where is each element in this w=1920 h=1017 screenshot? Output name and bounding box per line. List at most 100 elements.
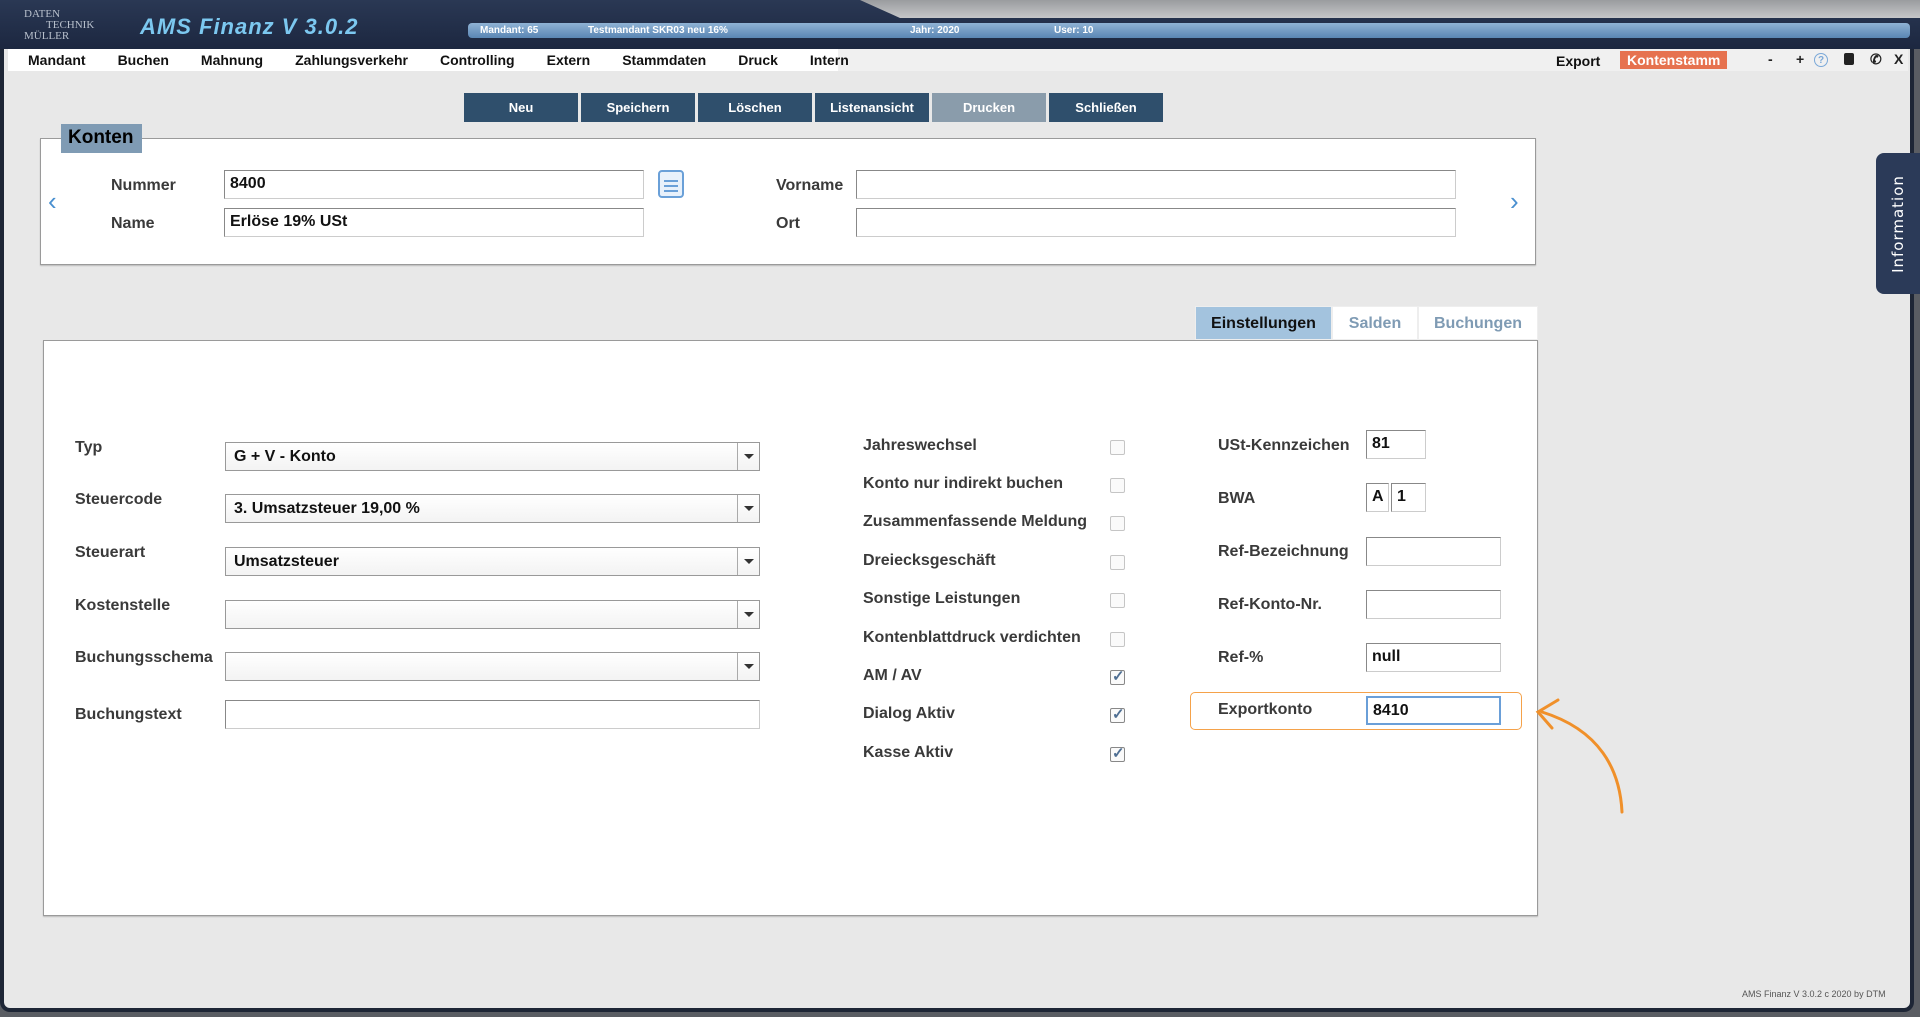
chevron-down-icon[interactable] xyxy=(737,548,759,575)
checkbox-label: Sonstige Leistungen xyxy=(863,590,1021,607)
checkbox[interactable] xyxy=(1110,632,1125,647)
exportkonto-input[interactable]: 8410 xyxy=(1366,696,1501,725)
buchungsschema-label: Buchungsschema xyxy=(75,649,213,666)
exportkonto-label: Exportkonto xyxy=(1218,701,1313,718)
checkbox-label: Dreiecksgeschäft xyxy=(863,552,996,569)
tab-einstellungen[interactable]: Einstellungen xyxy=(1195,306,1332,340)
lschen-button[interactable]: Löschen xyxy=(698,93,812,122)
menu-controlling[interactable]: Controlling xyxy=(439,52,515,68)
speichern-button[interactable]: Speichern xyxy=(581,93,695,122)
steuerart-value: Umsatzsteuer xyxy=(234,553,339,570)
bwa-label: BWA xyxy=(1218,490,1256,507)
footer-copyright: AMS Finanz V 3.0.2 c 2020 by DTM xyxy=(1742,989,1886,999)
ref-bezeichnung-label: Ref-Bezeichnung xyxy=(1218,543,1349,560)
notes-icon[interactable] xyxy=(1844,53,1854,65)
checkbox[interactable] xyxy=(1110,593,1125,608)
close-icon[interactable]: X xyxy=(1894,51,1904,67)
app-title: AMS Finanz V 3.0.2 xyxy=(140,14,359,39)
kostenstelle-select[interactable] xyxy=(225,600,760,629)
previous-record-button[interactable]: ‹ xyxy=(48,186,57,216)
menu-buchen[interactable]: Buchen xyxy=(117,52,169,68)
checkbox[interactable] xyxy=(1110,705,1125,723)
checkbox[interactable] xyxy=(1110,555,1125,570)
information-side-tab[interactable]: Information xyxy=(1876,153,1920,294)
checkbox[interactable] xyxy=(1110,516,1125,531)
ust-kennzeichen-input[interactable]: 81 xyxy=(1366,430,1426,459)
ref-percent-input[interactable]: null xyxy=(1366,643,1501,672)
bwa-number-input[interactable]: 1 xyxy=(1391,483,1426,512)
ref-percent-label: Ref-% xyxy=(1218,649,1264,666)
ref-konto-nr-input[interactable] xyxy=(1366,590,1501,619)
kostenstelle-label: Kostenstelle xyxy=(75,597,171,614)
menu-intern[interactable]: Intern xyxy=(809,52,849,68)
name-input[interactable]: Erlöse 19% USt xyxy=(224,208,644,237)
next-record-button[interactable]: › xyxy=(1510,186,1519,216)
checkbox[interactable] xyxy=(1110,667,1125,685)
export-link[interactable]: Export xyxy=(1556,53,1601,69)
schlieen-button[interactable]: Schließen xyxy=(1049,93,1163,122)
drucken-button[interactable]: Drucken xyxy=(932,93,1046,122)
checkbox-label: Dialog Aktiv xyxy=(863,705,955,722)
typ-value: G + V - Konto xyxy=(234,448,336,465)
checkbox-label: Kasse Aktiv xyxy=(863,744,954,761)
konten-panel xyxy=(40,138,1536,265)
buchungstext-label: Buchungstext xyxy=(75,706,182,723)
menu-druck[interactable]: Druck xyxy=(738,52,778,68)
ref-bezeichnung-input[interactable] xyxy=(1366,537,1501,566)
annotation-arrow-icon xyxy=(1535,698,1624,814)
phone-icon[interactable]: ✆ xyxy=(1870,51,1882,67)
minimize-icon[interactable]: - xyxy=(1768,51,1773,67)
exportkonto-highlight xyxy=(1190,692,1522,730)
menu-zahlungsverkehr[interactable]: Zahlungsverkehr xyxy=(295,52,408,68)
document-icon[interactable] xyxy=(658,170,684,198)
checkbox-label: Zusammenfassende Meldung xyxy=(863,513,1088,530)
chevron-down-icon[interactable] xyxy=(737,601,759,628)
steuerart-select[interactable]: Umsatzsteuer xyxy=(225,547,760,576)
nummer-label: Nummer xyxy=(111,177,176,194)
tab-buchungen[interactable]: Buchungen xyxy=(1418,306,1538,340)
steuercode-label: Steuercode xyxy=(75,491,163,508)
checkbox-label: Jahreswechsel xyxy=(863,437,977,454)
chevron-down-icon[interactable] xyxy=(737,495,759,522)
chevron-down-icon[interactable] xyxy=(737,443,759,470)
einstellungen-panel xyxy=(43,340,1538,916)
checkbox[interactable] xyxy=(1110,440,1125,455)
info-bar: Mandant: 65 Testmandant SKR03 neu 16% Ja… xyxy=(468,23,1910,38)
kontenstamm-badge[interactable]: Kontenstamm xyxy=(1620,51,1728,69)
typ-select[interactable]: G + V - Konto xyxy=(225,442,760,471)
user-info: User: 10 xyxy=(1054,25,1094,36)
checkbox[interactable] xyxy=(1110,744,1125,762)
steuerart-label: Steuerart xyxy=(75,544,146,561)
checkbox[interactable] xyxy=(1110,478,1125,493)
chevron-down-icon[interactable] xyxy=(737,653,759,680)
steuercode-value: 3. Umsatzsteuer 19,00 % xyxy=(234,500,420,517)
vorname-label: Vorname xyxy=(776,177,844,194)
menu-extern[interactable]: Extern xyxy=(546,52,591,68)
help-icon[interactable]: ? xyxy=(1814,53,1828,67)
nummer-input[interactable]: 8400 xyxy=(224,170,644,199)
listenansicht-button[interactable]: Listenansicht xyxy=(815,93,929,122)
mandant-info: Mandant: 65 xyxy=(480,25,539,36)
menu-mandant[interactable]: Mandant xyxy=(28,52,86,68)
checkbox-label: Kontenblattdruck verdichten xyxy=(863,629,1081,646)
ref-konto-nr-label: Ref-Konto-Nr. xyxy=(1218,596,1322,613)
ort-input[interactable] xyxy=(856,208,1456,237)
ust-kennzeichen-label: USt-Kennzeichen xyxy=(1218,437,1350,454)
menu-mahnung[interactable]: Mahnung xyxy=(200,52,264,68)
menu-stammdaten[interactable]: Stammdaten xyxy=(622,52,707,68)
tab-salden[interactable]: Salden xyxy=(1332,306,1418,340)
buchungsschema-select[interactable] xyxy=(225,652,760,681)
bwa-letter-input[interactable]: A xyxy=(1366,483,1389,512)
buchungstext-input[interactable] xyxy=(225,700,760,729)
steuercode-select[interactable]: 3. Umsatzsteuer 19,00 % xyxy=(225,494,760,523)
menu-bar: Mandant Buchen Mahnung Zahlungsverkehr Contr… xyxy=(8,49,1908,71)
vorname-input[interactable] xyxy=(856,170,1456,199)
maximize-icon[interactable]: + xyxy=(1796,51,1805,67)
mandant-name: Testmandant SKR03 neu 16% xyxy=(588,25,728,36)
checkbox-label: Konto nur indirekt buchen xyxy=(863,475,1063,492)
typ-label: Typ xyxy=(75,439,103,456)
checkbox-label: AM / AV xyxy=(863,667,922,684)
year-info: Jahr: 2020 xyxy=(910,25,960,36)
neu-button[interactable]: Neu xyxy=(464,93,578,122)
name-label: Name xyxy=(111,215,155,232)
